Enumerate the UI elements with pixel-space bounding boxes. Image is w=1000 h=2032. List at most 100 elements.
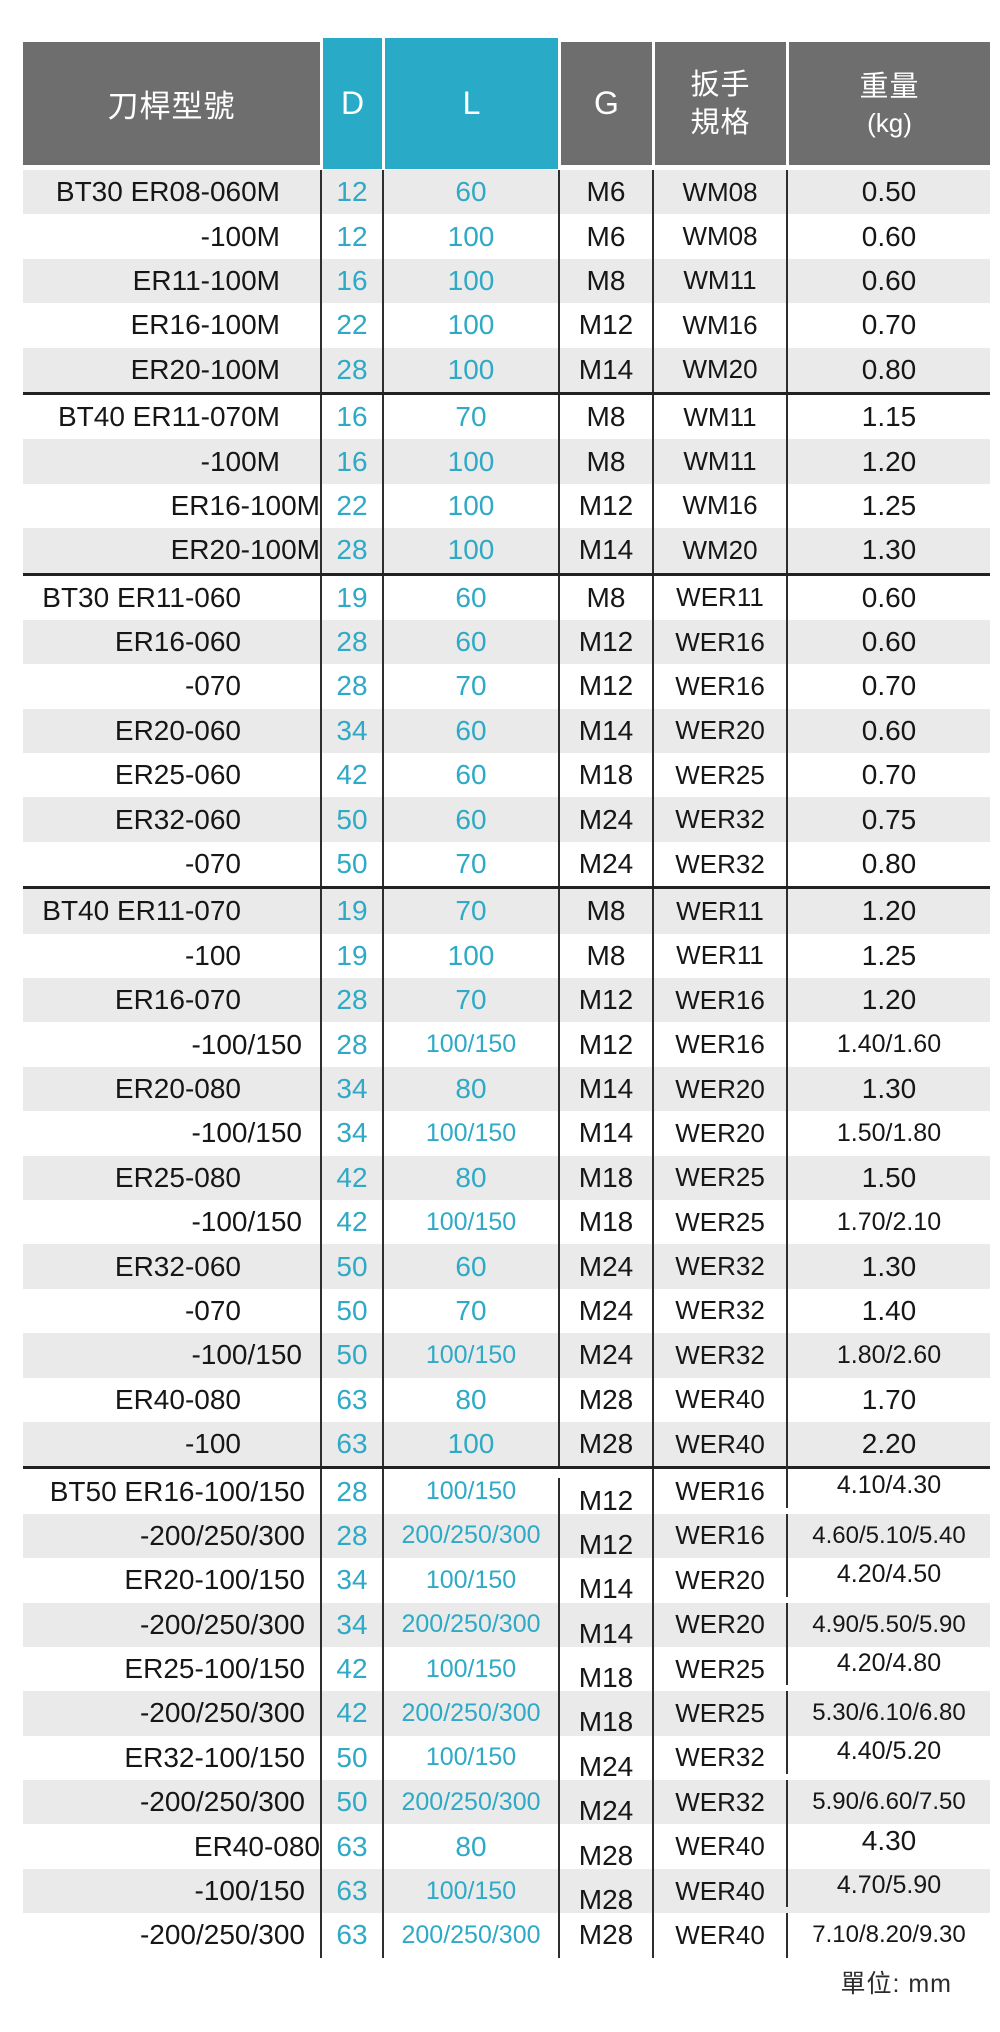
weight-cell: 0.70 (786, 303, 990, 348)
d-value-cell: 16 (320, 394, 382, 440)
d-value-cell: 34 (320, 1111, 382, 1156)
table-row: BT40 ER11-070 19 70 M8 WER11 1.20 (23, 889, 990, 934)
model-cell: BT30 ER11-060 (42, 581, 241, 613)
wrench-spec-cell: WM20 (652, 347, 786, 392)
g-value-cell: M18 (558, 1655, 652, 1701)
d-value-cell: 50 (320, 1288, 382, 1334)
l-value-cell: 60 (382, 797, 558, 842)
l-value-cell: 60 (382, 753, 558, 798)
weight-cell: 1.30 (786, 528, 990, 573)
wrench-spec-cell: WER20 (652, 1111, 786, 1156)
wrench-spec-cell: WER32 (652, 841, 786, 887)
l-value-cell: 100/150 (382, 1199, 558, 1245)
g-value-cell: M12 (558, 303, 652, 348)
l-value-cell: 100/150 (382, 1558, 558, 1603)
model-cell: ER32-060 (114, 1250, 241, 1282)
g-value-cell: M28 (558, 1377, 652, 1422)
g-value-cell: M12 (558, 483, 652, 529)
wrench-spec-cell: WER32 (652, 1333, 786, 1378)
model-cell: -100/150 (191, 1339, 302, 1371)
d-value-cell: 12 (320, 214, 382, 259)
l-value-cell: 100/150 (382, 1022, 558, 1067)
table-row: -100M 12 100 M6 WM08 0.60 (23, 214, 990, 259)
weight-cell: 4.70/5.90 (786, 1862, 990, 1908)
tool-holder-spec-table: 刀桿型號 D L G 扳手 規格 重量 (kg) BT30 ER08-060M … (23, 38, 990, 1958)
l-value-cell: 80 (382, 1377, 558, 1422)
wrench-spec-cell: WER25 (652, 1646, 786, 1692)
weight-cell: 1.50/1.80 (786, 1111, 990, 1156)
table-row: -070 50 70 M24 WER32 0.80 (23, 841, 990, 887)
weight-cell: 1.15 (786, 394, 990, 440)
weight-cell: 4.30 (786, 1818, 990, 1863)
model-cell: ER16-100M (170, 489, 320, 521)
table-row: -070 28 70 M12 WER16 0.70 (23, 664, 990, 709)
g-value-cell: M18 (558, 1700, 652, 1745)
l-value-cell: 60 (382, 708, 558, 754)
table-row: ER32-100/150 50 100/150 M24 WER32 4.40/5… (23, 1729, 990, 1790)
d-value-cell: 28 (320, 347, 382, 392)
table-row: -200/250/300 50 200/250/300 M24 WER32 5.… (23, 1780, 990, 1834)
d-value-cell: 28 (320, 1513, 382, 1559)
table-row: ER20-060 34 60 M14 WER20 0.60 (23, 708, 990, 754)
wrench-spec-cell: WM11 (652, 439, 786, 484)
g-value-cell: M14 (558, 708, 652, 754)
table-row: -100/150 42 100/150 M18 WER25 1.70/2.10 (23, 1199, 990, 1245)
model-cell: -100/150 (194, 1875, 305, 1907)
table-row: -100 19 100 M8 WER11 1.25 (23, 933, 990, 979)
wrench-spec-cell: WER25 (652, 1691, 786, 1736)
d-value-cell: 28 (320, 528, 382, 573)
table-row: ER25-060 42 60 M18 WER25 0.70 (23, 753, 990, 798)
model-cell: ER25-060 (114, 759, 241, 791)
header-label-g: G (594, 85, 619, 121)
table-row: ER20-100/150 34 100/150 M14 WER20 4.20/4… (23, 1552, 990, 1612)
g-value-cell: M8 (558, 575, 652, 620)
model-cell: ER40-080 (114, 1383, 241, 1415)
wrench-spec-cell: WM08 (652, 170, 786, 215)
wrench-spec-cell: WER16 (652, 978, 786, 1023)
model-cell: ER11-100M (132, 264, 280, 296)
model-cell: -070 (184, 670, 241, 702)
weight-cell: 0.60 (786, 708, 990, 754)
l-value-cell: 100/150 (382, 1469, 558, 1514)
g-value-cell: M8 (558, 889, 652, 934)
model-cell: BT40 ER11-070M (57, 401, 280, 433)
header-cell-d: D (320, 38, 382, 169)
g-value-cell: M14 (558, 1567, 652, 1612)
d-value-cell: 34 (320, 1602, 382, 1647)
weight-cell: 4.20/4.80 (786, 1640, 990, 1686)
model-cell: ER25-080 (114, 1161, 241, 1193)
table-row: ER16-060 28 60 M12 WER16 0.60 (23, 619, 990, 665)
d-value-cell: 42 (320, 1646, 382, 1692)
weight-cell: 4.40/5.20 (786, 1729, 990, 1775)
header-cell-l: L (382, 38, 558, 169)
l-value-cell: 80 (382, 1066, 558, 1112)
l-value-cell: 60 (382, 1244, 558, 1289)
g-value-cell: M12 (558, 1522, 652, 1568)
d-value-cell: 34 (320, 1066, 382, 1112)
d-value-cell: 42 (320, 753, 382, 798)
model-cell: -100/150 (191, 1206, 302, 1238)
weight-cell: 1.20 (786, 439, 990, 484)
table-row: -100/150 50 100/150 M24 WER32 1.80/2.60 (23, 1333, 990, 1378)
weight-cell: 1.40 (786, 1288, 990, 1334)
d-value-cell: 22 (320, 303, 382, 348)
g-value-cell: M18 (558, 1155, 652, 1200)
table-header-row: 刀桿型號 D L G 扳手 規格 重量 (kg) (23, 38, 990, 170)
table-row: ER16-100M 22 100 M12 WM16 1.25 (23, 483, 990, 529)
table-row: ER20-100M 28 100 M14 WM20 0.80 (23, 347, 990, 392)
header-label-d: D (340, 85, 365, 121)
model-cell: -100 (184, 1428, 241, 1460)
d-value-cell: 34 (320, 1558, 382, 1603)
g-value-cell: M12 (558, 978, 652, 1023)
g-value-cell: M14 (558, 1611, 652, 1656)
table-row: -100 63 100 M28 WER40 2.20 (23, 1421, 990, 1467)
wrench-spec-cell: WER40 (652, 1868, 786, 1914)
g-value-cell: M24 (558, 1333, 652, 1378)
table-row: -200/250/300 42 200/250/300 M18 WER25 5.… (23, 1691, 990, 1745)
weight-cell: 0.80 (786, 347, 990, 392)
g-value-cell: M14 (558, 1111, 652, 1156)
table-row: -070 50 70 M24 WER32 1.40 (23, 1288, 990, 1334)
model-cell: -200/250/300 (139, 1697, 305, 1729)
g-value-cell: M24 (558, 1244, 652, 1289)
g-value-cell: M24 (558, 1789, 652, 1834)
